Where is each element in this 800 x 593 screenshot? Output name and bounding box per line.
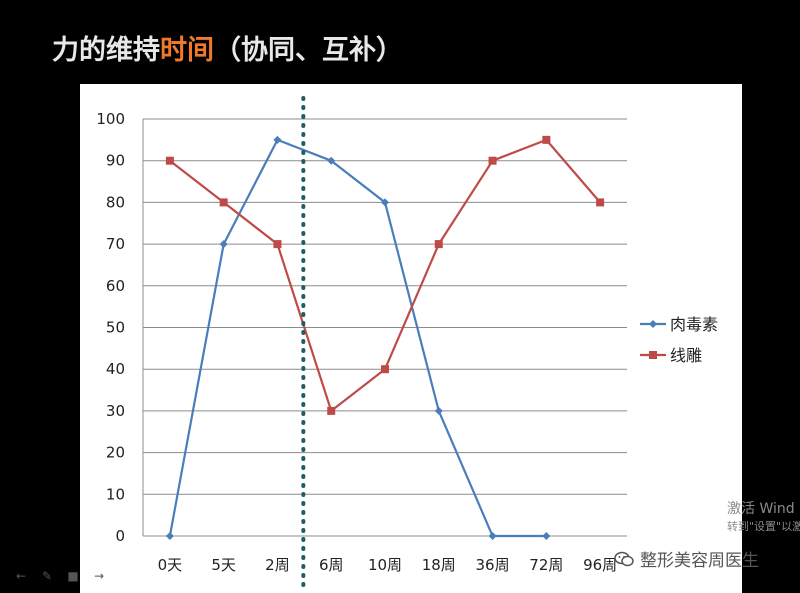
data-point-diamond: [273, 135, 282, 144]
x-tick-label: 72周: [529, 556, 563, 574]
data-point-diamond: [219, 240, 228, 249]
watermark-text: 整形美容周医生: [640, 551, 759, 571]
y-tick-label: 10: [106, 485, 125, 503]
title-tail: （协同、互补）: [214, 35, 403, 66]
x-tick-label: 0天: [158, 556, 183, 574]
menu-icon[interactable]: ■: [67, 569, 79, 583]
y-tick-label: 40: [106, 360, 125, 378]
x-tick-label: 10周: [368, 556, 402, 574]
slideshow-controls[interactable]: ← ✎ ■ →: [12, 570, 108, 582]
back-arrow-icon[interactable]: ←: [15, 569, 27, 583]
line-chart: 0 10 20 30 40 50 60 70 80 90 100 0天 5天 2周 6周 10周 18周 36周 7…: [96, 96, 718, 588]
y-tick-label: 70: [106, 235, 125, 253]
chart-panel: 0 10 20 30 40 50 60 70 80 90 100 0天 5天 2周 6周 10周 18周 36周 7…: [80, 84, 742, 593]
y-tick-label: 100: [96, 110, 125, 128]
y-tick-label: 20: [106, 444, 125, 462]
forward-arrow-icon[interactable]: →: [93, 569, 105, 583]
wechat-icon: [614, 551, 634, 566]
activate-windows-notice: 激活 Wind 转到"设置"以激: [727, 500, 800, 536]
series-line-1: [168, 138, 547, 538]
data-point-square: [165, 156, 174, 165]
data-point-diamond: [327, 156, 336, 165]
data-point-square: [434, 240, 443, 249]
data-point-square: [542, 135, 551, 144]
y-tick-label: 50: [106, 319, 125, 337]
x-tick-label: 2周: [265, 556, 290, 574]
data-point-diamond: [165, 532, 174, 540]
legend-label: 线雕: [670, 346, 702, 365]
x-tick-label: 96周: [583, 556, 617, 574]
activate-line1: 激活 Wind: [727, 501, 795, 517]
legend-marker: [649, 320, 657, 328]
data-point-square: [219, 198, 228, 207]
title-accent: 时间: [160, 35, 214, 66]
title-main: 力的维持: [52, 35, 160, 66]
data-point-square: [381, 365, 389, 374]
y-tick-label: 0: [115, 527, 125, 545]
data-point-diamond: [488, 532, 497, 540]
data-point-square: [488, 156, 497, 165]
y-tick-label: 60: [106, 277, 125, 295]
pen-icon[interactable]: ✎: [41, 569, 53, 583]
y-tick-label: 90: [106, 152, 125, 170]
data-point-square: [596, 198, 605, 207]
y-tick-label: 80: [106, 193, 125, 211]
legend-marker: [649, 351, 657, 359]
data-point-square: [273, 240, 282, 249]
x-tick-label: 18周: [422, 556, 456, 574]
activate-line2: 转到"设置"以激: [727, 520, 800, 533]
watermark: 整形美容周医生: [614, 546, 759, 571]
data-point-diamond: [381, 198, 389, 207]
data-point-diamond: [542, 532, 551, 540]
y-tick-label: 30: [106, 402, 125, 420]
data-point-square: [327, 406, 336, 415]
slide-title: 力的维持时间（协同、互补）: [52, 28, 403, 67]
x-tick-label: 36周: [476, 556, 510, 574]
x-tick-label: 6周: [319, 556, 344, 574]
x-tick-label: 5天: [211, 556, 236, 574]
data-point-diamond: [434, 406, 443, 415]
legend-label: 肉毒素: [670, 315, 718, 334]
